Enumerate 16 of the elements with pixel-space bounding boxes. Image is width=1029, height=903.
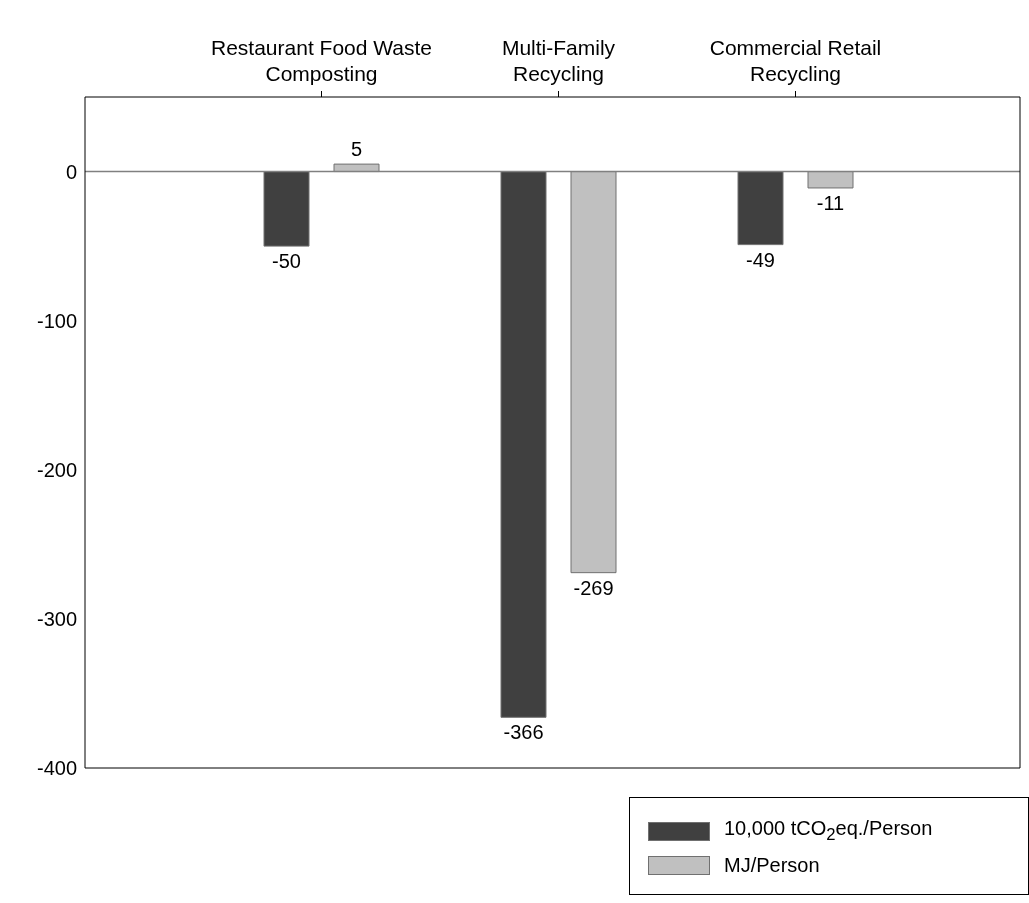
y-tick-label: -200 (36, 458, 77, 481)
y-tick-label: 0 (65, 160, 77, 183)
data-label: -269 (573, 576, 614, 599)
data-label: -11 (816, 191, 845, 214)
data-label: 5 (350, 138, 363, 161)
x-tick-label: Restaurant Food Waste Composting (211, 36, 432, 85)
y-tick-label: -400 (36, 757, 77, 780)
x-tick-label: Multi-Family Recycling (501, 36, 616, 85)
legend-label: 10,000 tCO$_{2}$eq./Person (724, 817, 933, 844)
legend-label: MJ/Person (724, 853, 820, 876)
data-label: -50 (272, 250, 301, 273)
x-tick-label: Commercial Retail Recycling (709, 36, 882, 85)
data-label: -366 (503, 721, 544, 744)
y-tick-label: -300 (36, 607, 77, 630)
data-label: -49 (746, 248, 775, 271)
y-tick-label: -100 (36, 309, 77, 332)
